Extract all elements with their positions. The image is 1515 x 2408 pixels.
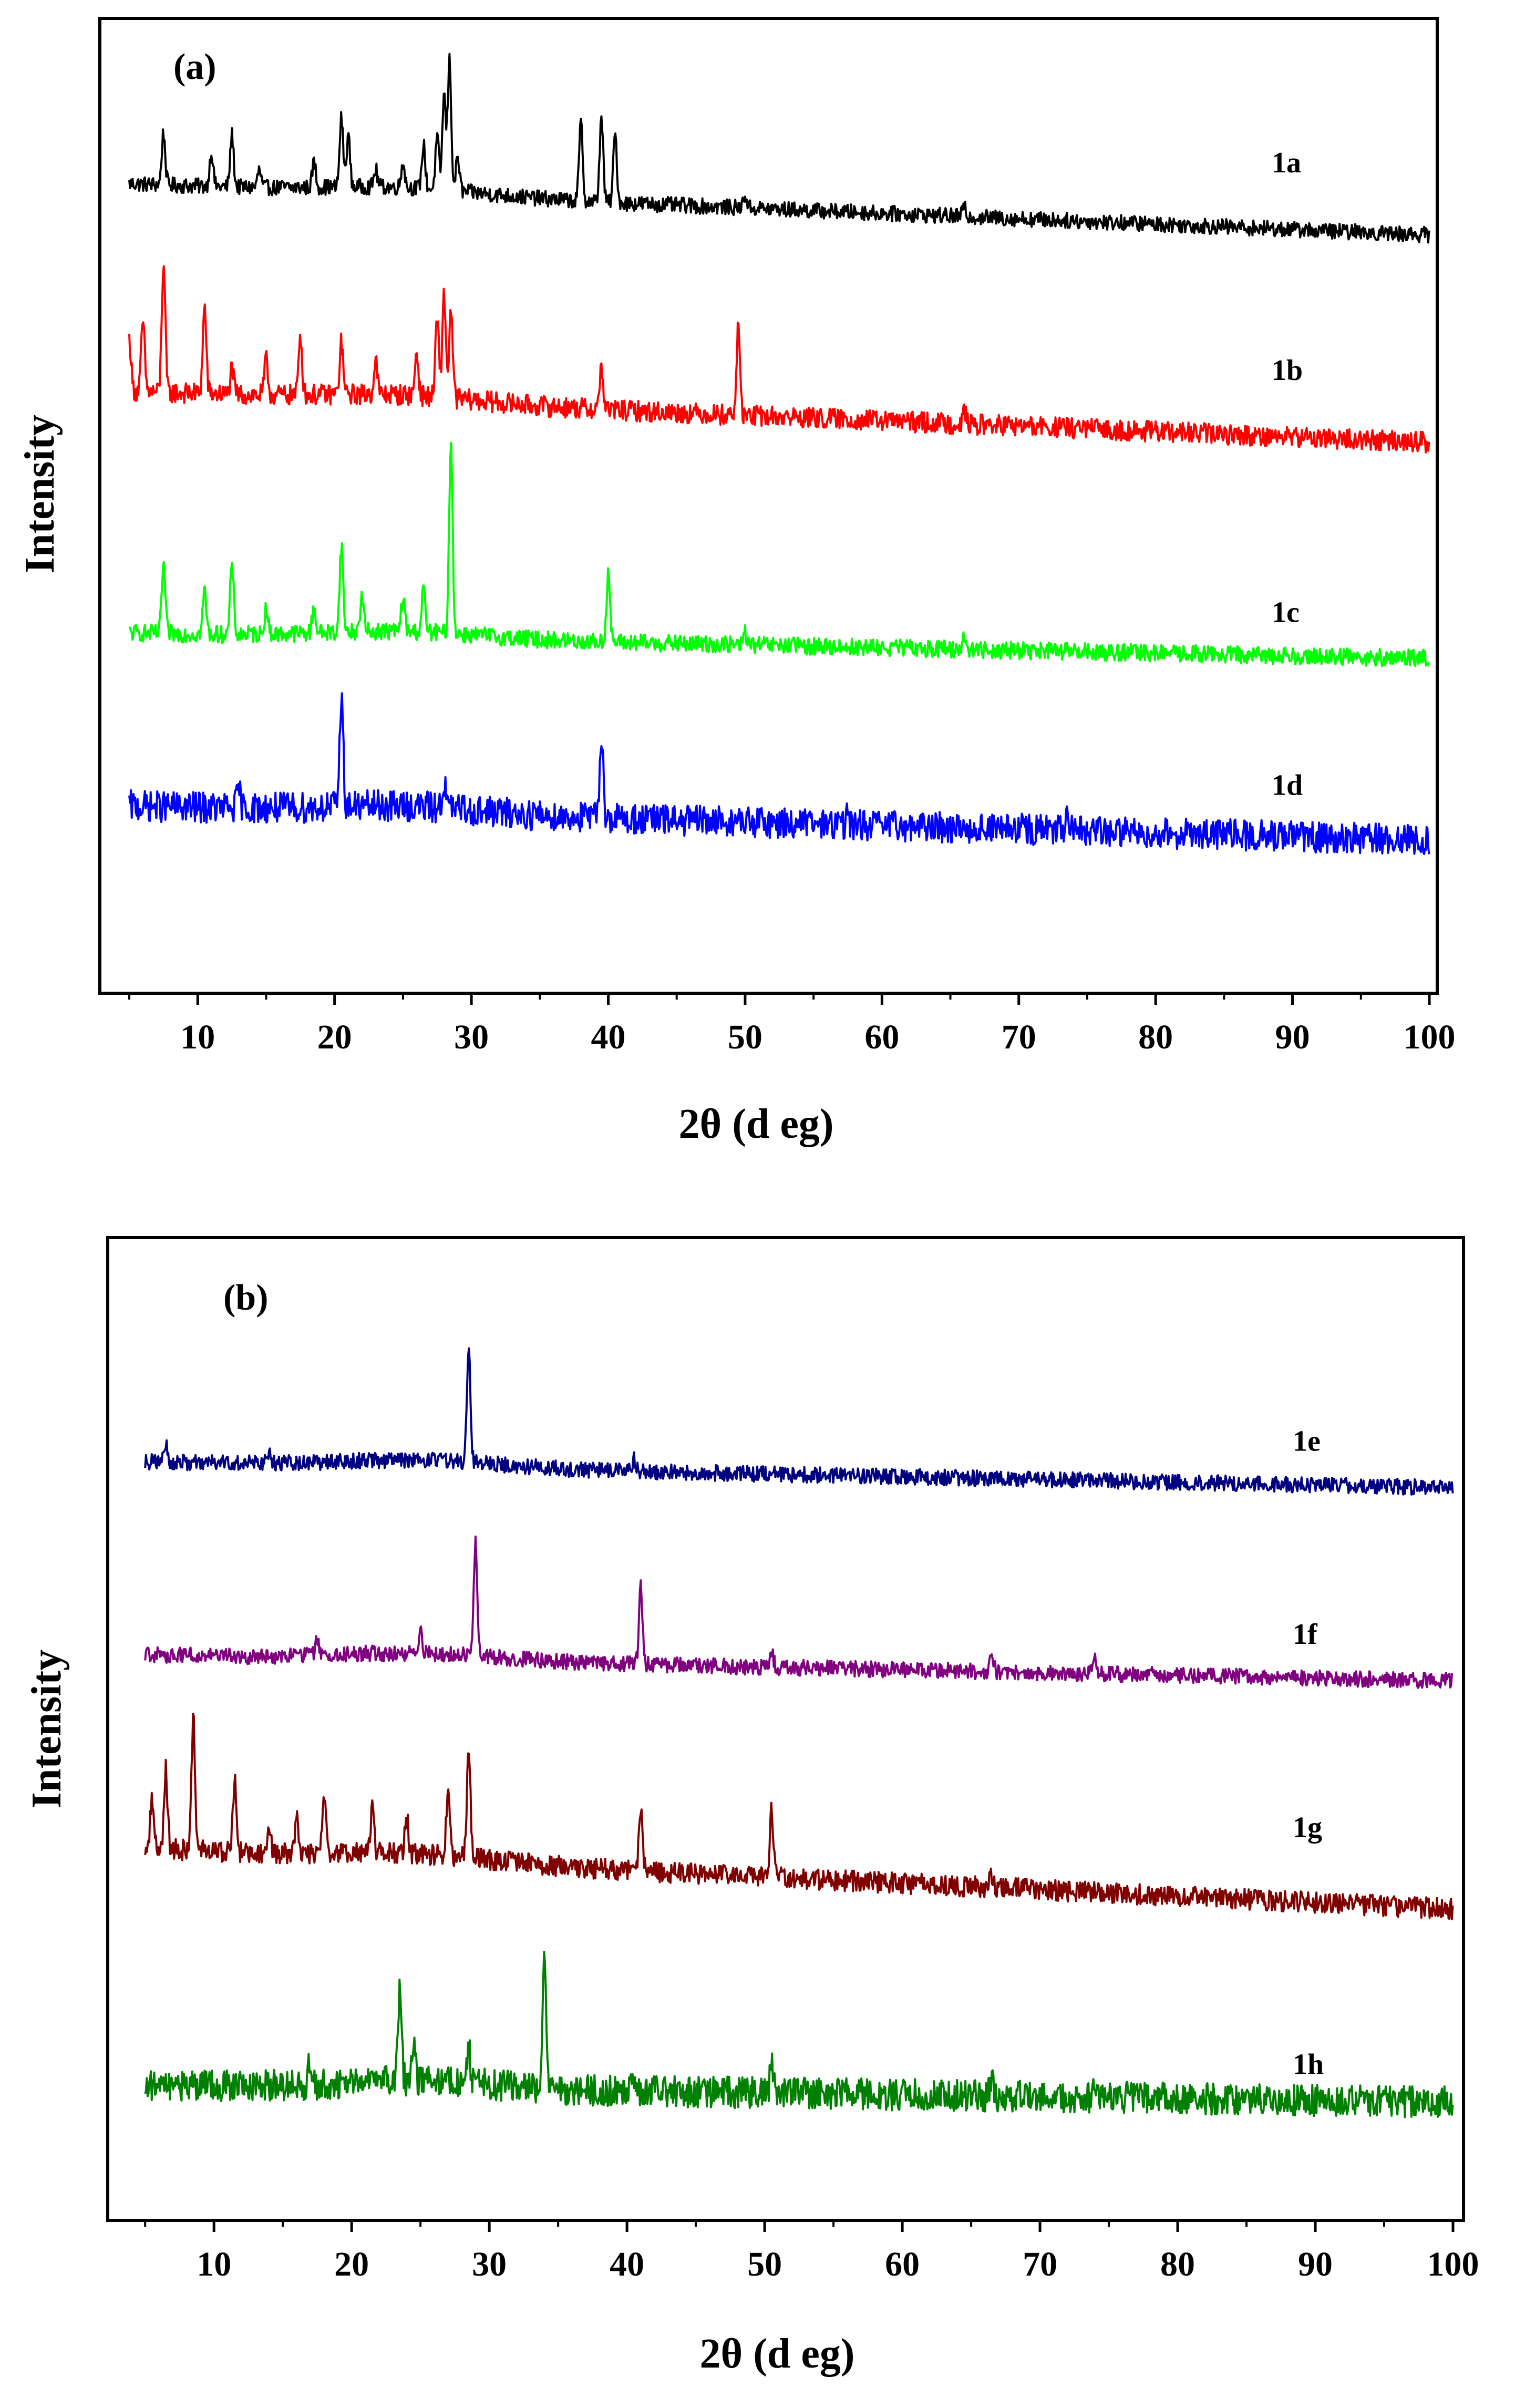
- series-label-1b: 1b: [1272, 354, 1303, 387]
- x-tick-label: 100: [1427, 2245, 1479, 2283]
- series-line-1d: [128, 692, 1430, 855]
- series-label-1a: 1a: [1272, 147, 1301, 179]
- series-line-1h: [144, 1950, 1454, 2118]
- series-label-1h: 1h: [1293, 2048, 1324, 2081]
- panel-b-y-axis-title: Intensity: [24, 1650, 70, 1808]
- x-tick-label: 60: [885, 2245, 920, 2283]
- x-tick-label: 70: [1002, 1018, 1036, 1056]
- panel-a-series-group: [128, 53, 1430, 855]
- panel-a-frame: [98, 17, 1439, 995]
- series-label-1f: 1f: [1293, 1618, 1318, 1651]
- x-tick-label: 50: [728, 1018, 762, 1056]
- panel-a-x-axis-ticks: 10 20 30 40 50 60 70 80 90 100: [128, 993, 1456, 1056]
- panel-b-series-group: [144, 1347, 1454, 2118]
- series-line-1a: [128, 53, 1430, 244]
- panel-b-x-axis-title: 2θ (d eg): [699, 2331, 854, 2377]
- series-line-1g: [144, 1712, 1454, 1920]
- series-line-1f: [144, 1535, 1454, 1689]
- x-tick-label: 70: [1023, 2245, 1057, 2283]
- panel-b-label: (b): [223, 1278, 269, 1318]
- series-line-1c: [129, 441, 1430, 667]
- x-tick-label: 40: [591, 1018, 626, 1056]
- panel-a-label: (a): [173, 47, 217, 87]
- x-tick-label: 80: [1138, 1018, 1173, 1056]
- panel-a-y-axis-title: Intensity: [17, 415, 63, 573]
- series-label-1g: 1g: [1293, 1812, 1322, 1844]
- panel-b-x-axis-ticks: 10 20 30 40 50 60 70 80 90 100: [144, 2220, 1479, 2283]
- series-label-1d: 1d: [1272, 769, 1303, 802]
- x-tick-label: 20: [317, 1018, 352, 1056]
- x-tick-label: 90: [1298, 2245, 1333, 2283]
- series-label-1e: 1e: [1293, 1425, 1321, 1458]
- x-tick-label: 10: [180, 1018, 215, 1056]
- series-label-1c: 1c: [1272, 596, 1300, 629]
- x-tick-label: 20: [334, 2245, 369, 2283]
- panel-b-chart: (b) 2θ (d eg) Intensity 10 20 30 40 50 60 70 80…: [24, 1236, 1479, 2377]
- series-line-1b: [128, 265, 1430, 454]
- panel-a-series-labels: 1a 1b 1c 1d: [1272, 147, 1303, 801]
- x-tick-label: 60: [864, 1018, 899, 1056]
- x-tick-label: 90: [1275, 1018, 1310, 1056]
- panel-b-series-labels: 1e 1f 1g 1h: [1293, 1425, 1324, 2081]
- x-tick-label: 40: [610, 2245, 644, 2283]
- x-tick-label: 50: [747, 2245, 782, 2283]
- x-tick-label: 100: [1404, 1018, 1456, 1056]
- panel-a-chart: (a) 2θ (d eg) Intensity 10 20 30 40 50 60 70 80…: [17, 17, 1456, 1147]
- x-tick-label: 10: [197, 2245, 231, 2283]
- panel-a-x-axis-title: 2θ (d eg): [678, 1101, 833, 1147]
- x-tick-label: 30: [454, 1018, 489, 1056]
- x-tick-label: 30: [472, 2245, 507, 2283]
- series-line-1e: [144, 1347, 1454, 1496]
- x-tick-label: 80: [1160, 2245, 1195, 2283]
- panel-b-frame: [106, 1236, 1465, 2222]
